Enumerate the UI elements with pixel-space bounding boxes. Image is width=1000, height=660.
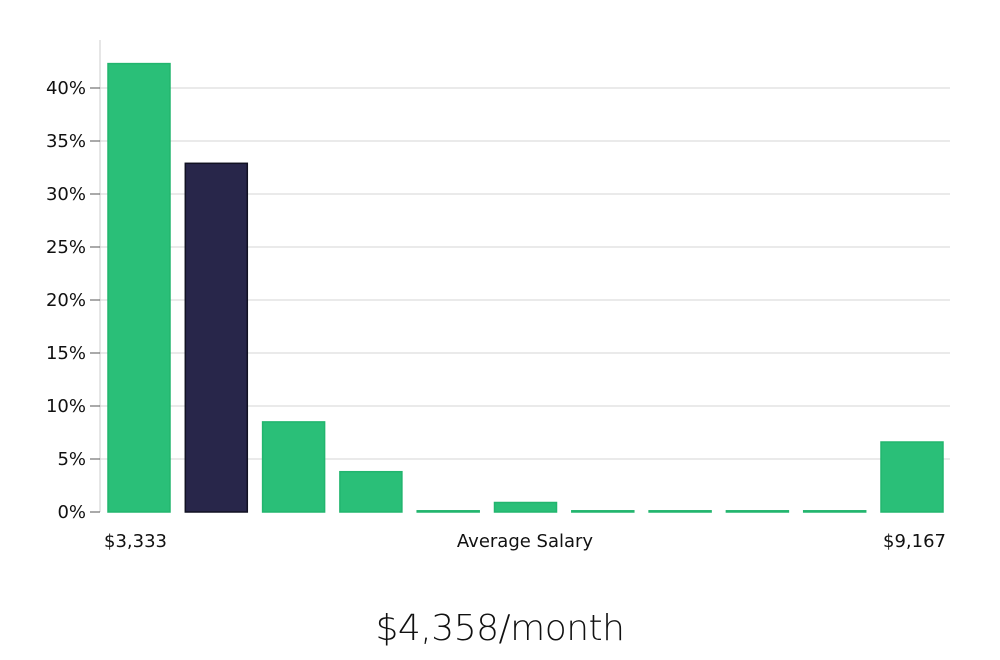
- average-salary-summary: $4,358/month: [375, 608, 625, 649]
- bars: [107, 62, 944, 513]
- y-tick-label: 15%: [46, 343, 86, 364]
- bar: [493, 501, 558, 513]
- salary-histogram: 0% 5% 10% 15% 20% 25% 30% 35% 40% $3,333 Average…: [46, 40, 950, 552]
- bar: [725, 510, 790, 513]
- bar: [416, 510, 480, 513]
- y-tick-label: 40%: [46, 78, 86, 99]
- bar: [107, 62, 171, 513]
- x-max-label: $9,167: [883, 531, 946, 552]
- y-tick-label: 5%: [57, 449, 86, 470]
- x-min-label: $3,333: [104, 531, 167, 552]
- bar: [261, 421, 326, 513]
- bar-highlighted: [184, 162, 249, 513]
- x-axis-label: Average Salary: [457, 531, 594, 552]
- y-tick-label: 30%: [46, 184, 86, 205]
- bar: [339, 470, 403, 513]
- y-tick-label: 25%: [46, 237, 86, 258]
- bar: [571, 510, 635, 513]
- bar: [880, 441, 944, 513]
- y-tick-label: 20%: [46, 290, 86, 311]
- bar: [648, 510, 712, 513]
- y-tick-label: 35%: [46, 131, 86, 152]
- bar: [802, 510, 867, 513]
- y-axis: 0% 5% 10% 15% 20% 25% 30% 35% 40%: [46, 40, 101, 523]
- y-tick-label: 10%: [46, 396, 86, 417]
- y-tick-label: 0%: [57, 502, 86, 523]
